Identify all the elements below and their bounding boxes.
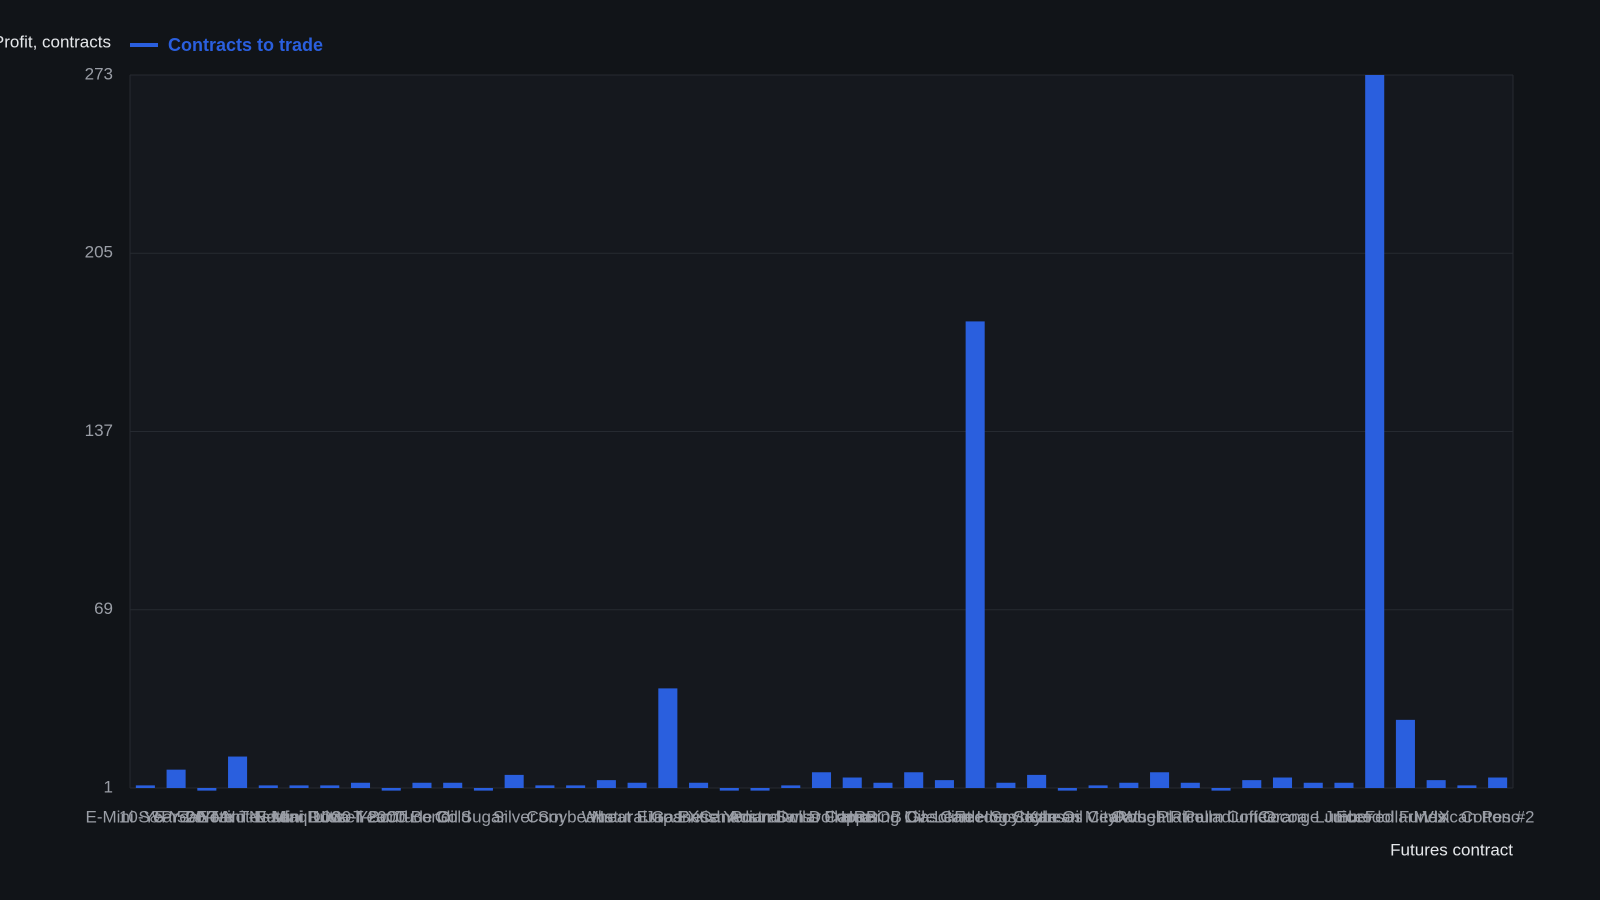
bar	[504, 774, 524, 788]
x-tick-label: Cocoa	[1258, 807, 1308, 826]
x-tick-label: Natural Gas	[592, 807, 683, 826]
bar	[289, 785, 309, 788]
x-tick-label: Kansas City Wheat	[1026, 807, 1171, 826]
x-tick-label: Platinum	[1157, 807, 1223, 826]
x-tick-label: Feeder Cattle	[954, 807, 1057, 826]
x-tick-label: Eurodollar	[1336, 807, 1414, 826]
x-tick-label: Soybean Meal	[1013, 807, 1122, 826]
x-tick-label: Orange Juice	[1263, 807, 1364, 826]
x-tick-label: Silver	[493, 807, 536, 826]
bar	[750, 788, 770, 791]
bar	[1365, 75, 1385, 788]
x-tick-label: 30-Year T-Bond	[332, 807, 450, 826]
x-tick-label: 10-Year T-Note	[119, 807, 233, 826]
bar	[1180, 782, 1200, 788]
bar	[473, 788, 493, 791]
x-tick-label: Palladium	[1184, 807, 1259, 826]
bar	[873, 782, 893, 788]
x-tick-label: Euro FX	[637, 807, 699, 826]
bar	[1057, 788, 1077, 791]
x-tick-label: VIX	[1422, 807, 1449, 826]
x-tick-label: Coffee	[1227, 807, 1277, 826]
bar	[904, 772, 924, 788]
bar	[965, 321, 985, 788]
bar	[719, 788, 739, 791]
y-tick-label: 205	[85, 243, 113, 262]
bar	[228, 756, 248, 788]
bar	[1242, 780, 1262, 788]
bar	[1272, 777, 1293, 788]
x-tick-label: Soybean Oil	[990, 807, 1083, 826]
x-tick-label: E-Mini Nasdaq 100	[196, 807, 341, 826]
bar	[1088, 785, 1108, 788]
x-tick-label: Canadian Dollar	[699, 807, 821, 826]
x-tick-label: Lean Hogs	[934, 807, 1016, 826]
bar	[781, 785, 801, 788]
x-tick-label: Oats	[1111, 807, 1147, 826]
bar	[1119, 782, 1139, 788]
bar	[811, 772, 832, 788]
bar	[1211, 788, 1231, 791]
x-tick-label: E-Mini Dow	[256, 807, 344, 826]
x-tick-label: Wheat	[582, 807, 631, 826]
x-tick-label: Japanese Yen	[645, 807, 752, 826]
bar	[1334, 782, 1354, 788]
bar	[1457, 785, 1477, 788]
bar	[996, 782, 1016, 788]
x-tick-label: Cotton #2	[1461, 807, 1535, 826]
x-tick-label: Heating Oil	[841, 807, 925, 826]
bar	[197, 788, 217, 791]
x-tick-label: Soybeans	[538, 807, 614, 826]
x-tick-label: Sugar	[461, 807, 507, 826]
x-tick-label: Copper	[824, 807, 880, 826]
x-tick-label: 2-Year T-Note	[185, 807, 290, 826]
bar	[596, 780, 616, 788]
bar	[566, 785, 586, 788]
bar	[166, 769, 186, 788]
bar	[842, 777, 862, 788]
bar	[135, 785, 155, 788]
x-tick-label: Gold	[435, 807, 471, 826]
x-tick-label: Crude Oil	[386, 807, 458, 826]
bar	[320, 785, 340, 788]
bar	[381, 788, 401, 791]
bar	[627, 782, 647, 788]
x-tick-label: Ultra T-Bond	[313, 807, 408, 826]
x-tick-label: Lumber	[1315, 807, 1373, 826]
bar	[443, 782, 463, 788]
x-tick-label: 5-Year T-Note	[154, 807, 259, 826]
x-tick-label: E-Mini Russell 2000	[254, 807, 405, 826]
bar	[1426, 780, 1446, 788]
bar	[412, 782, 432, 788]
bar	[1303, 782, 1323, 788]
bar	[689, 782, 709, 788]
x-tick-label: E-Mini S&P 500	[86, 807, 206, 826]
y-tick-label: 1	[104, 777, 113, 796]
bar	[1488, 777, 1508, 788]
bar	[1150, 772, 1170, 788]
y-tick-label: 69	[94, 599, 113, 618]
x-axis-label: Futures contract	[1390, 840, 1513, 859]
bar	[658, 688, 678, 788]
bar	[258, 785, 278, 788]
x-tick-label: British Pound	[679, 807, 780, 826]
bar	[934, 780, 954, 788]
x-tick-label: Rough Rice	[1115, 807, 1204, 826]
y-tick-label: 137	[85, 421, 113, 440]
bar	[535, 785, 555, 788]
x-tick-label: Mexican Peso	[1414, 807, 1521, 826]
x-tick-label: Australian Dollar	[728, 807, 853, 826]
y-axis-label: Profit, contracts	[0, 32, 111, 51]
bar	[1395, 719, 1415, 788]
bar	[350, 782, 371, 788]
legend-label: Contracts to trade	[168, 35, 323, 55]
bar	[1027, 774, 1047, 788]
x-tick-label: Live Cattle	[904, 807, 984, 826]
x-tick-label: Corn	[526, 807, 563, 826]
x-tick-label: Swiss Franc	[775, 807, 868, 826]
y-tick-label: 273	[85, 64, 113, 83]
x-tick-label: Fed Funds	[1365, 807, 1446, 826]
x-tick-label: RBOB Gasoline	[854, 807, 974, 826]
